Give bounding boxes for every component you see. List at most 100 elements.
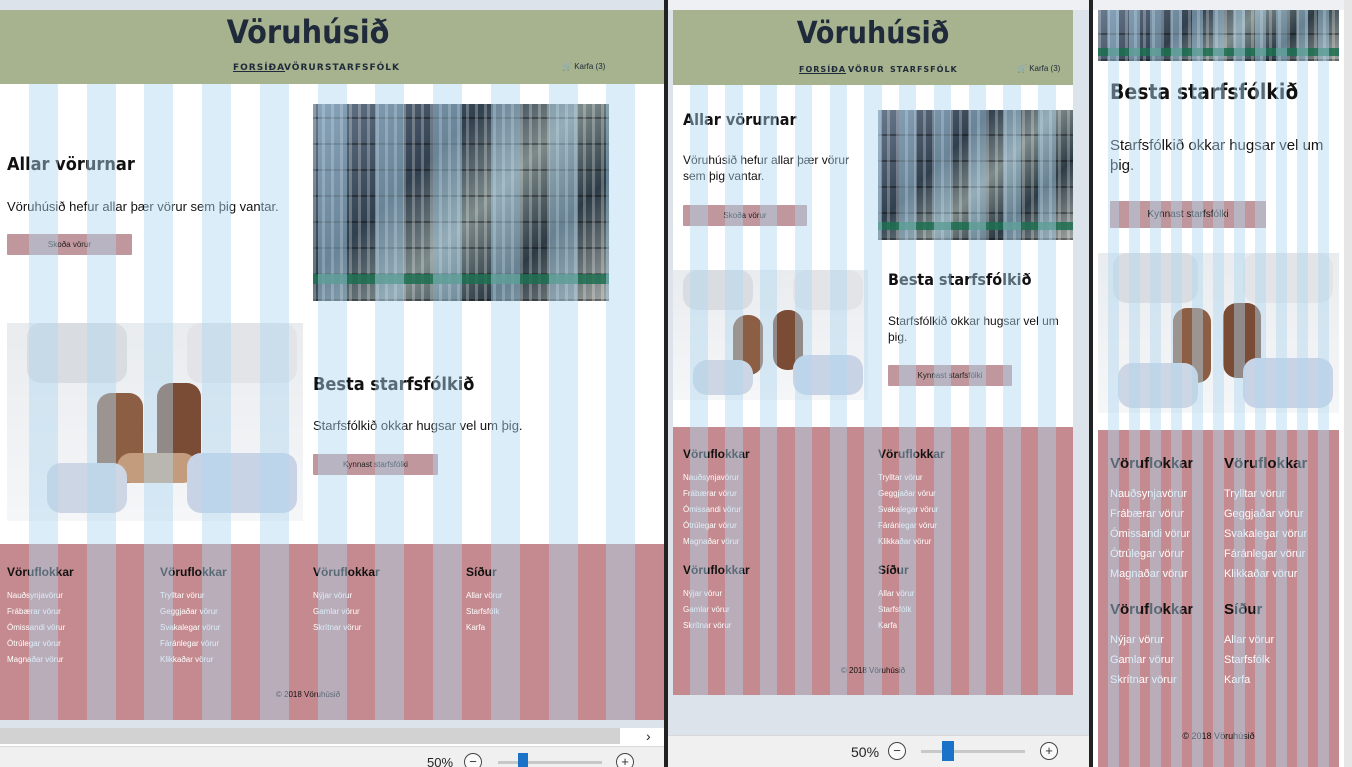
footer-link[interactable]: Starfsfólk (1224, 654, 1270, 666)
footer-link[interactable]: Nýjar vörur (1110, 634, 1164, 646)
panel-divider[interactable] (1089, 0, 1093, 767)
hero-text: Vöruhúsið hefur allar þær vörur sem þig … (7, 199, 279, 214)
nav-vorur[interactable]: VÖRUR (284, 63, 325, 73)
hero-button[interactable]: Skoða vörur (683, 205, 807, 226)
zoom-slider-thumb[interactable] (518, 753, 528, 767)
zoom-slider-track[interactable] (498, 761, 602, 764)
site-header (0, 10, 664, 84)
footer-col4-title: Síður (1224, 601, 1263, 618)
footer-link[interactable]: Ómissandi vörur (1110, 528, 1191, 540)
footer-link[interactable]: Fáránlegar vörur (1224, 548, 1306, 560)
footer-link[interactable]: Ótrúlegar vörur (7, 639, 61, 648)
footer-col3-title: Vöruflokkar (683, 563, 750, 577)
footer-link[interactable]: Karfa (1224, 674, 1251, 686)
footer-link[interactable]: Gamlar vörur (313, 607, 360, 616)
zoom-slider-track[interactable] (921, 750, 1025, 753)
footer-col1-title: Vöruflokkar (683, 447, 750, 461)
footer-col1-title: Vöruflokkar (1110, 455, 1194, 472)
panel-top-strip (0, 0, 664, 10)
footer-link[interactable]: Trylltar vörur (160, 591, 205, 600)
footer-link[interactable]: Skrítnar vörur (1110, 674, 1177, 686)
footer-link[interactable]: Ótrúlegar vörur (1110, 548, 1184, 560)
staff-button[interactable]: Kynnast starfsfólki (313, 454, 438, 475)
desktop-preview-panel: Vöruhúsið FORSÍÐA VÖRUR STARFSFÓLK 🛒 Kar… (0, 0, 664, 767)
footer-link[interactable]: Nauðsynjavörur (683, 473, 740, 482)
footer-link[interactable]: Allar vörur (1224, 634, 1275, 646)
zoom-out-button[interactable]: − (464, 753, 482, 767)
cart-link[interactable]: 🛒 Karfa (3) (1017, 64, 1060, 73)
nav-vorur[interactable]: VÖRUR (848, 65, 885, 74)
panel-bottom-strip (0, 720, 664, 728)
staff-button[interactable]: Kynnast starfsfólki (1110, 201, 1266, 228)
footer-link[interactable]: Skrítnar vörur (313, 623, 362, 632)
zoom-slider-thumb[interactable] (942, 741, 954, 761)
footer-link[interactable]: Geggjaðar vörur (1224, 508, 1304, 520)
footer-link[interactable]: Skrítnar vörur (683, 621, 732, 630)
footer-col2-title: Vöruflokkar (1224, 455, 1308, 472)
footer-link[interactable]: Svakalegar vörur (1224, 528, 1308, 540)
nav-starfsfolk[interactable]: STARFSFÓLK (890, 65, 958, 74)
site-footer (1098, 430, 1339, 767)
footer-link[interactable]: Ótrúlegar vörur (683, 521, 737, 530)
footer-link[interactable]: Starfsfólk (466, 607, 500, 616)
footer-link[interactable]: Fáránlegar vörur (160, 639, 220, 648)
vertical-scrollbar[interactable] (1344, 0, 1352, 767)
footer-link[interactable]: Allar vörur (466, 591, 503, 600)
footer-link[interactable]: Trylltar vörur (1224, 488, 1286, 500)
footer-col3-title: Vöruflokkar (313, 565, 380, 579)
panel-divider[interactable] (664, 0, 668, 767)
footer-link[interactable]: Frábærar vörur (7, 607, 61, 616)
staff-text: Starfsfólkið okkar hugsar vel um þig. (313, 418, 523, 433)
footer-link[interactable]: Klikkaðar vörur (1224, 568, 1298, 580)
nav-forsida[interactable]: FORSÍÐA (799, 65, 847, 74)
footer-link[interactable]: Magnaðar vörur (7, 655, 64, 664)
footer-link[interactable]: Nauðsynjavörur (1110, 488, 1188, 500)
teamwork-hands-image (7, 323, 303, 521)
footer-link[interactable]: Nýjar vörur (683, 589, 723, 598)
footer-link[interactable]: Gamlar vörur (1110, 654, 1175, 666)
site-brand[interactable]: Vöruhúsið (226, 13, 390, 51)
footer-copyright: © 2018 Vöruhúsið (275, 690, 341, 699)
horizontal-scrollbar[interactable] (0, 728, 620, 744)
footer-link[interactable]: Magnaðar vörur (1110, 568, 1188, 580)
zoom-out-button[interactable]: − (888, 742, 906, 760)
footer-link[interactable]: Klikkaðar vörur (878, 537, 932, 546)
hero-title: Allar vörurnar (7, 154, 135, 175)
staff-text: Starfsfólkið okkar hugsar vel um þig. (888, 314, 1059, 344)
footer-link[interactable]: Trylltar vörur (878, 473, 923, 482)
hero-button[interactable]: Skoða vörur (7, 234, 132, 255)
footer-link[interactable]: Ómissandi vörur (7, 623, 66, 632)
footer-link[interactable]: Nauðsynjavörur (7, 591, 64, 600)
store-shelves-image (1098, 10, 1339, 61)
footer-link[interactable]: Frábærar vörur (683, 489, 737, 498)
footer-link[interactable]: Karfa (466, 623, 486, 632)
footer-link[interactable]: Magnaðar vörur (683, 537, 740, 546)
footer-copyright: © 2018 Vöruhúsið (1182, 731, 1255, 741)
footer-link[interactable]: Geggjaðar vörur (878, 489, 936, 498)
cart-link[interactable]: 🛒 Karfa (3) (562, 62, 605, 71)
footer-link[interactable]: Svakalegar vörur (878, 505, 939, 514)
footer-link[interactable]: Geggjaðar vörur (160, 607, 218, 616)
footer-link[interactable]: Gamlar vörur (683, 605, 730, 614)
footer-link[interactable]: Frábærar vörur (1110, 508, 1184, 520)
hero-text: Vöruhúsið hefur allar þær vörur sem þig … (683, 153, 850, 183)
zoom-in-button[interactable]: + (1040, 742, 1058, 760)
footer-link[interactable]: Starfsfólk (878, 605, 912, 614)
footer-col1-title: Vöruflokkar (7, 565, 74, 579)
scroll-right-icon[interactable]: › (646, 728, 651, 744)
staff-title: Besta starfsfólkið (1110, 80, 1299, 104)
nav-forsida[interactable]: FORSÍÐA (233, 63, 286, 73)
footer-link[interactable]: Nýjar vörur (313, 591, 353, 600)
footer-link[interactable]: Svakalegar vörur (160, 623, 221, 632)
footer-link[interactable]: Klikkaðar vörur (160, 655, 214, 664)
zoom-in-button[interactable]: + (616, 753, 634, 767)
site-brand[interactable]: Vöruhúsið (796, 16, 950, 51)
footer-link[interactable]: Allar vörur (878, 589, 915, 598)
cart-icon: 🛒 (1017, 64, 1027, 73)
footer-link[interactable]: Ómissandi vörur (683, 505, 742, 514)
site-header (673, 10, 1073, 85)
nav-starfsfolk[interactable]: STARFSFÓLK (325, 63, 400, 73)
footer-link[interactable]: Fáránlegar vörur (878, 521, 938, 530)
staff-button[interactable]: Kynnast starfsfólki (888, 365, 1012, 386)
footer-link[interactable]: Karfa (878, 621, 898, 630)
